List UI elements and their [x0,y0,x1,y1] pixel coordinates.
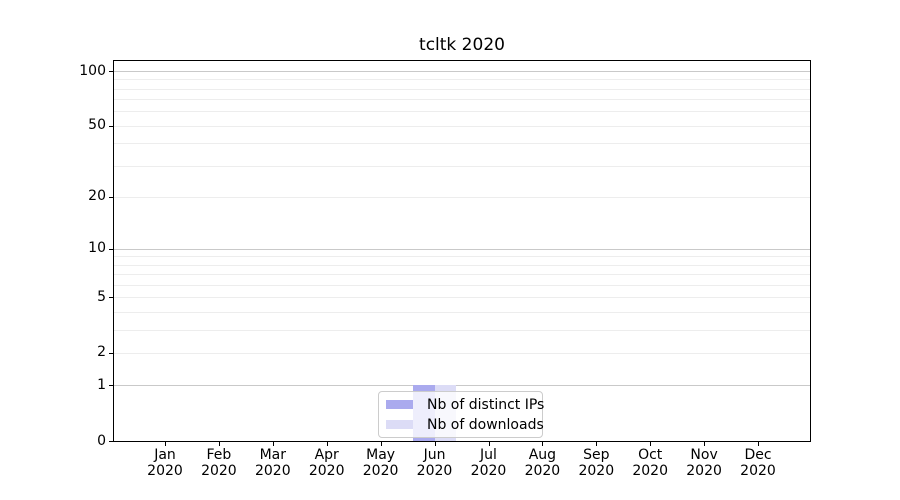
gridline-y-9 [114,256,810,258]
gridline-y-50 [114,125,810,127]
gridline-y-60 [114,111,810,113]
gridline-y-30 [114,165,810,167]
legend: Nb of distinct IPs Nb of downloads [378,391,544,438]
gridline-y-2 [114,352,810,354]
y-tick-20 [109,196,114,198]
x-tick-label-dec: Dec 2020 [740,447,776,479]
x-tick-label-jun: Jun 2020 [416,447,453,479]
legend-item-distinct-ips: Nb of distinct IPs [386,397,544,413]
gridline-y-3 [114,329,810,331]
x-tick-label-sep: Sep 2020 [578,447,615,479]
gridline-y-40 [114,143,810,145]
x-tick-apr [326,441,328,446]
x-tick-may [380,441,382,446]
x-tick-dec [758,441,759,446]
y-tick-1 [109,385,114,387]
gridline-y-10 [114,248,810,250]
gridline-y-100 [114,71,810,72]
plot-area: 0 1 2 5 10 20 50 100 Jan 2020 Feb 2020 Mar 2020 Apr… [79,60,811,478]
y-tick-10 [109,248,114,250]
x-tick-feb [218,441,220,446]
x-tick-label-may: May 2020 [362,447,399,479]
y-tick-100 [109,71,114,72]
y-tick-label-2: 2 [97,344,106,361]
gridline-y-90 [114,79,810,81]
y-tick-label-0: 0 [97,432,106,449]
y-tick-5 [109,297,114,299]
x-tick-label-jul: Jul 2020 [470,447,507,479]
y-tick-2 [109,352,114,354]
y-tick-0 [109,441,114,442]
x-tick-label-jan: Jan 2020 [147,447,183,479]
legend-label-distinct-ips: Nb of distinct IPs [427,396,545,413]
x-tick-label-aug: Aug 2020 [524,447,561,479]
gridline-y-7 [114,274,810,276]
y-tick-label-10: 10 [88,240,106,257]
chart-title: tcltk 2020 [419,35,505,55]
gridline-y-8 [114,264,810,266]
y-tick-label-1: 1 [97,376,106,393]
legend-swatch-downloads [386,420,413,429]
gridline-y-4 [114,312,810,313]
y-tick-label-5: 5 [97,288,106,305]
x-tick-mar [272,441,274,446]
y-tick-label-20: 20 [88,188,106,205]
legend-label-downloads: Nb of downloads [427,416,544,433]
gridline-y-70 [114,99,810,101]
x-tick-label-feb: Feb 2020 [201,447,237,479]
legend-swatch-distinct-ips [386,400,413,409]
x-tick-aug [542,441,544,446]
x-tick-label-oct: Oct 2020 [632,447,668,479]
gridline-y-1 [114,385,810,387]
legend-item-downloads: Nb of downloads [386,417,544,433]
y-tick-label-50: 50 [88,117,106,134]
x-tick-jul [488,441,490,446]
x-tick-label-nov: Nov 2020 [686,447,722,479]
x-tick-sep [596,441,598,446]
y-tick-50 [109,125,114,127]
x-tick-label-apr: Apr 2020 [308,447,345,479]
gridline-y-6 [114,285,810,286]
x-tick-jun [434,441,436,446]
gridline-y-5 [114,297,810,299]
x-tick-oct [650,441,652,446]
x-tick-jan [165,441,166,446]
x-tick-nov [704,441,706,446]
y-tick-label-100: 100 [79,62,106,79]
gridline-y-20 [114,196,810,198]
x-tick-label-mar: Mar 2020 [254,447,291,479]
gridline-y-80 [114,88,810,90]
